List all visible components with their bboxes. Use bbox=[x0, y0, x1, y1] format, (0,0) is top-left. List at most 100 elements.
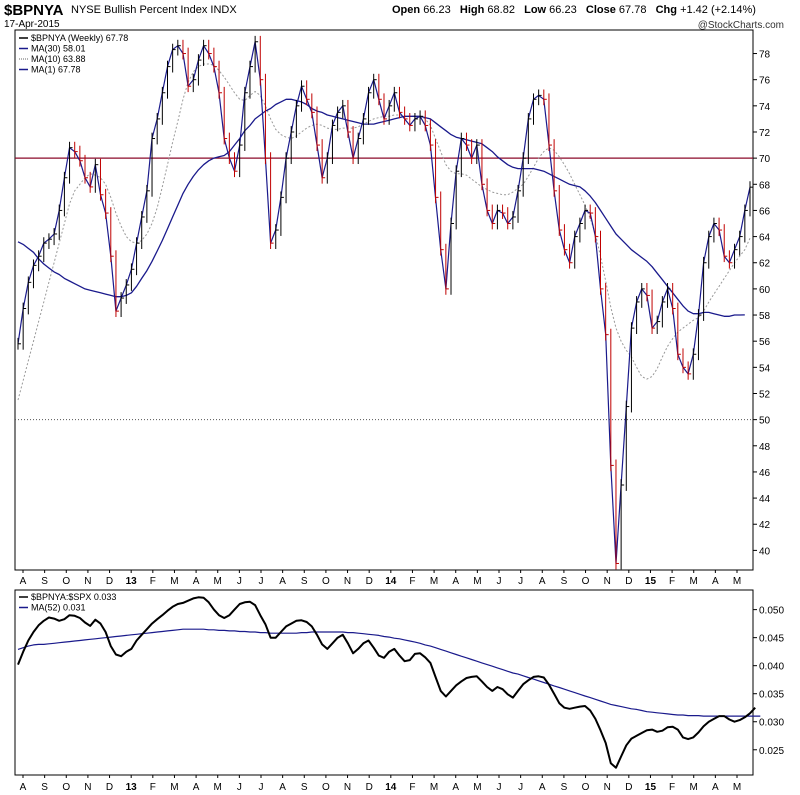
lower-x-tick-label: A bbox=[452, 782, 459, 793]
main-x-tick-label: M bbox=[733, 576, 741, 587]
lower-x-tick-label: M bbox=[170, 782, 178, 793]
lower-legend-label: MA(52) 0.031 bbox=[31, 603, 86, 613]
main-x-tick-label: O bbox=[582, 576, 590, 587]
lower-x-tick-label: 15 bbox=[645, 782, 657, 793]
main-y-tick-label: 46 bbox=[759, 468, 771, 479]
main-y-tick-label: 62 bbox=[759, 259, 771, 270]
chart-header: $BPNYA NYSE Bullish Percent Index INDX 1… bbox=[0, 0, 800, 31]
main-x-tick-label: O bbox=[322, 576, 330, 587]
lower-x-tick-label: O bbox=[582, 782, 590, 793]
lower-x-tick-label: N bbox=[84, 782, 91, 793]
lower-x-tick-label: M bbox=[733, 782, 741, 793]
open-value: 66.23 bbox=[423, 4, 451, 16]
lower-x-tick-label: A bbox=[539, 782, 546, 793]
lower-y-tick-label: 0.030 bbox=[759, 718, 784, 729]
symbol: $BPNYA bbox=[4, 2, 64, 19]
date: 17-Apr-2015 bbox=[4, 19, 60, 30]
main-x-tick-label: A bbox=[193, 576, 200, 587]
chg-value: +1.42 (+2.14%) bbox=[680, 4, 756, 16]
exchange: INDX bbox=[210, 4, 237, 16]
lower-x-tick-label: F bbox=[669, 782, 675, 793]
lower-x-tick-label: O bbox=[322, 782, 330, 793]
lower-x-tick-label: A bbox=[20, 782, 27, 793]
main-y-tick-label: 76 bbox=[759, 76, 771, 87]
close-label: Close bbox=[585, 4, 616, 16]
main-x-tick-label: 13 bbox=[126, 576, 138, 587]
main-x-tick-label: F bbox=[409, 576, 415, 587]
main-x-tick-label: S bbox=[561, 576, 568, 587]
ma30-line bbox=[17, 98, 745, 317]
main-x-tick-label: O bbox=[62, 576, 70, 587]
main-panel-frame bbox=[14, 29, 754, 571]
lower-x-tick-label: J bbox=[259, 782, 264, 793]
lower-x-tick-label: N bbox=[604, 782, 611, 793]
lower-x-tick-label: S bbox=[301, 782, 308, 793]
main-x-tick-label: S bbox=[41, 576, 48, 587]
main-y-tick-label: 48 bbox=[759, 442, 771, 453]
ma52-line bbox=[17, 628, 761, 717]
main-x-tick-label: F bbox=[150, 576, 156, 587]
main-legend-label: $BPNYA (Weekly) 67.78 bbox=[31, 33, 128, 43]
main-x-tick-label: J bbox=[518, 576, 523, 587]
main-x-tick-label: D bbox=[625, 576, 632, 587]
lower-x-tick-label: A bbox=[279, 782, 286, 793]
main-x-tick-label: N bbox=[84, 576, 91, 587]
main-y-tick-label: 54 bbox=[759, 363, 771, 374]
open-label: Open bbox=[392, 4, 421, 16]
main-x-tick-label: 14 bbox=[385, 576, 397, 587]
main-x-tick-label: A bbox=[279, 576, 286, 587]
main-y-tick-label: 58 bbox=[759, 311, 771, 322]
main-x-tick-label: J bbox=[237, 576, 242, 587]
ma10-line bbox=[17, 63, 751, 401]
high-label: High bbox=[459, 4, 485, 16]
main-legend-label: MA(30) 58.01 bbox=[31, 44, 86, 54]
lower-x-tick-label: J bbox=[518, 782, 523, 793]
lower-x-tick-label: M bbox=[214, 782, 222, 793]
lower-y-tick-label: 0.035 bbox=[759, 690, 784, 701]
lower-y-tick-label: 0.025 bbox=[759, 746, 784, 757]
stockcharts-logo: @StockCharts.com bbox=[697, 20, 784, 31]
lower-x-tick-label: O bbox=[62, 782, 70, 793]
main-x-tick-label: 15 bbox=[645, 576, 657, 587]
main-y-tick-label: 66 bbox=[759, 206, 771, 217]
lower-x-tick-label: D bbox=[625, 782, 632, 793]
lower-x-tick-label: M bbox=[690, 782, 698, 793]
lower-x-tick-label: 13 bbox=[126, 782, 138, 793]
main-x-tick-label: A bbox=[20, 576, 27, 587]
main-y-tick-label: 52 bbox=[759, 389, 771, 400]
main-x-tick-label: S bbox=[301, 576, 308, 587]
main-y-tick-label: 40 bbox=[759, 546, 771, 557]
main-x-tick-label: M bbox=[690, 576, 698, 587]
lower-x-tick-label: M bbox=[430, 782, 438, 793]
main-x-tick-label: J bbox=[259, 576, 264, 587]
lower-x-tick-label: 14 bbox=[385, 782, 397, 793]
close-value: 67.78 bbox=[618, 4, 647, 16]
main-x-tick-label: D bbox=[106, 576, 113, 587]
lower-x-tick-label: D bbox=[366, 782, 373, 793]
lower-panel-frame bbox=[14, 589, 754, 776]
lower-y-tick-label: 0.050 bbox=[759, 606, 784, 617]
main-x-tick-label: D bbox=[366, 576, 373, 587]
main-x-tick-label: M bbox=[170, 576, 178, 587]
main-x-tick-label: M bbox=[214, 576, 222, 587]
main-y-tick-label: 44 bbox=[759, 494, 771, 505]
lower-x-tick-label: J bbox=[237, 782, 242, 793]
description-name: NYSE Bullish Percent Index bbox=[71, 4, 208, 16]
lower-x-tick-label: A bbox=[712, 782, 719, 793]
main-x-tick-label: N bbox=[344, 576, 351, 587]
main-x-tick-label: A bbox=[452, 576, 459, 587]
lower-x-tick-label: S bbox=[41, 782, 48, 793]
main-y-tick-label: 70 bbox=[759, 154, 771, 165]
main-x-tick-label: M bbox=[430, 576, 438, 587]
low-value: 66.23 bbox=[549, 4, 577, 16]
ohlc-summary: Open 66.23 High 68.82 Low 66.23 Close 67… bbox=[392, 4, 756, 16]
high-value: 68.82 bbox=[487, 4, 515, 16]
main-y-tick-label: 50 bbox=[759, 416, 771, 427]
main-y-tick-label: 68 bbox=[759, 180, 771, 191]
main-x-tick-label: F bbox=[669, 576, 675, 587]
lower-legend-label: $BPNYA:$SPX 0.033 bbox=[31, 592, 116, 602]
ratio-line bbox=[17, 596, 756, 769]
low-label: Low bbox=[524, 4, 547, 16]
main-x-tick-label: M bbox=[473, 576, 481, 587]
lower-x-tick-label: F bbox=[150, 782, 156, 793]
